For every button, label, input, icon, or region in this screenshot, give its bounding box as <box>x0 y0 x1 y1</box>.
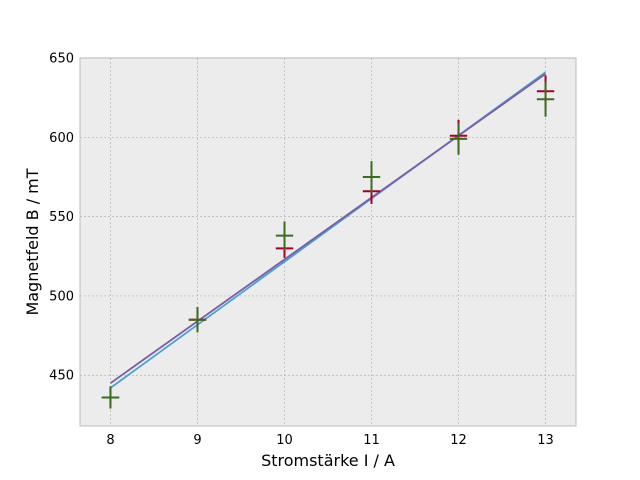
x-tick-label: 13 <box>537 433 554 448</box>
y-tick-label: 650 <box>49 52 74 67</box>
fit-line-3 <box>109 73 547 384</box>
y-axis-label: Magnetfeld B / mT <box>23 168 42 315</box>
plot-area <box>79 57 577 427</box>
grid <box>80 57 576 426</box>
y-tick-label: 600 <box>49 131 74 146</box>
x-tick-label: 8 <box>106 433 114 448</box>
y-tick-label: 500 <box>49 289 74 304</box>
y-tick-label: 550 <box>49 210 74 225</box>
x-axis-label: Stromstärke I / A <box>261 451 395 470</box>
x-tick-label: 12 <box>450 433 467 448</box>
x-tick-label: 9 <box>193 433 201 448</box>
fit-lines <box>109 71 547 389</box>
x-tick-label: 10 <box>276 433 293 448</box>
x-tick-label: 11 <box>363 433 380 448</box>
y-tick-label: 450 <box>49 369 74 384</box>
error-bars <box>101 75 555 409</box>
tick-labels: 8 9 10 11 12 13 450 500 550 600 650 <box>49 52 554 449</box>
